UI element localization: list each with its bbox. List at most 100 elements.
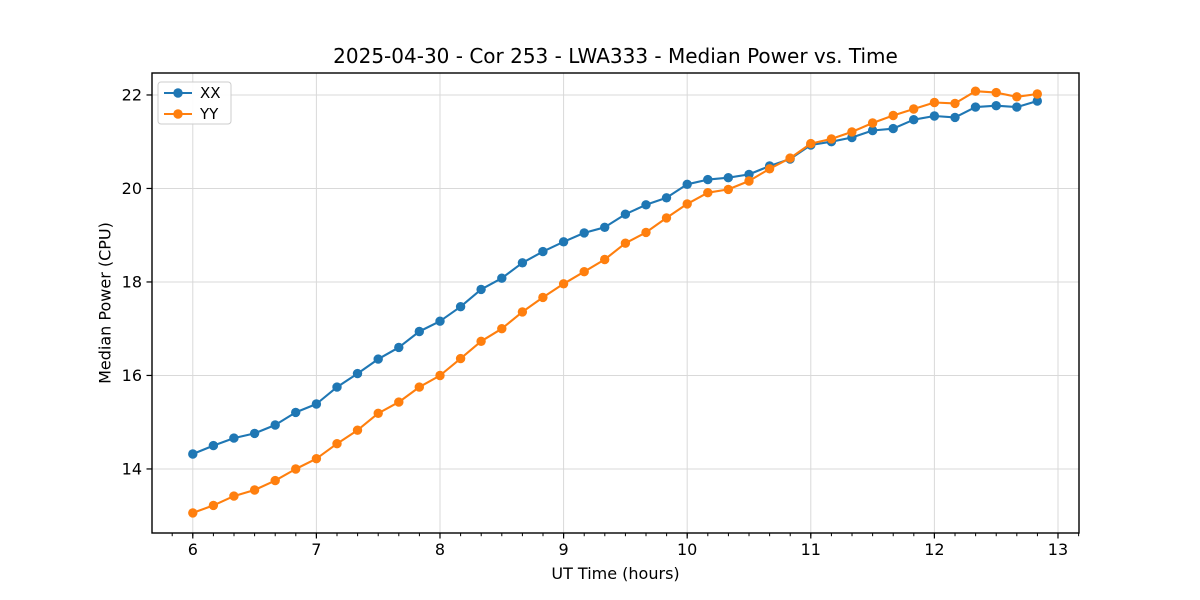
series-XX-marker <box>970 102 981 112</box>
x-axis: 6 7 8 9 10 11 12 13 <box>188 533 1068 559</box>
series-YY-marker <box>600 254 610 265</box>
series-YY-marker <box>723 184 733 195</box>
y-tick-label: 16 <box>122 366 142 385</box>
series-YY-marker <box>785 153 795 163</box>
x-tick-label: 8 <box>435 540 445 559</box>
series-XX-marker <box>394 342 404 353</box>
chart-title: 2025-04-30 - Cor 253 - LWA333 - Median P… <box>333 44 898 68</box>
x-axis-label: UT Time (hours) <box>551 564 680 583</box>
series-YY-marker <box>970 86 981 96</box>
series-YY-marker <box>414 382 424 392</box>
series-YY-marker <box>826 134 837 144</box>
series-YY-marker <box>291 464 301 474</box>
series-YY <box>188 86 1043 518</box>
series-YY-marker <box>661 213 672 223</box>
series-YY-marker <box>270 475 280 486</box>
series-XX-marker <box>249 428 260 439</box>
series-XX-marker <box>455 302 466 312</box>
series-YY-marker <box>229 491 239 501</box>
series-XX-marker <box>723 173 733 183</box>
series-YY-marker <box>455 353 466 364</box>
series-XX-marker <box>229 433 239 443</box>
x-tick-label: 7 <box>311 540 321 559</box>
series-YY-marker <box>867 118 878 128</box>
series-XX-marker <box>620 209 631 219</box>
series-XX-marker <box>497 273 507 283</box>
series-YY-marker <box>641 227 651 238</box>
series-XX-marker <box>579 228 589 238</box>
series-YY-marker <box>188 508 198 518</box>
series-YY-marker <box>311 454 322 464</box>
series-XX-marker <box>538 246 548 257</box>
x-tick-label: 12 <box>924 540 944 559</box>
series-YY-marker <box>764 164 775 174</box>
plot-border <box>151 72 1080 534</box>
series-YY-marker <box>1032 89 1043 99</box>
series-XX-marker <box>188 449 198 459</box>
series-XX-marker <box>558 237 569 247</box>
x-tick-label: 10 <box>677 540 697 559</box>
series-YY-marker <box>558 279 569 289</box>
series-XX-marker <box>311 399 322 409</box>
series-XX-marker <box>435 316 445 326</box>
legend-label: XX <box>200 84 221 102</box>
series-XX-marker <box>270 420 280 430</box>
series-XX-marker <box>1012 102 1022 112</box>
legend: XX YY <box>157 81 232 125</box>
series-YY-marker <box>332 439 342 449</box>
series-YY-marker <box>703 188 713 198</box>
series-YY-marker <box>435 370 445 381</box>
series-YY-marker <box>847 127 857 137</box>
series-YY-marker <box>1012 92 1022 102</box>
series-YY-marker <box>888 110 898 121</box>
x-tick-label: 6 <box>188 540 198 559</box>
series-XX-marker <box>909 115 919 125</box>
series-XX-marker <box>641 200 651 210</box>
plot-area <box>152 73 1079 533</box>
series-YY-marker <box>579 267 589 277</box>
series-YY-marker <box>950 98 960 109</box>
series-XX-marker <box>682 179 692 189</box>
series-YY-marker <box>744 176 754 186</box>
series-XX-marker <box>208 440 219 451</box>
series-YY-marker <box>806 138 816 149</box>
series-YY-marker <box>909 104 919 114</box>
series-YY-marker <box>620 238 631 248</box>
series-XX-marker <box>414 326 424 337</box>
x-tick-label: 9 <box>558 540 568 559</box>
series-XX-marker <box>517 258 528 268</box>
series-XX-marker <box>929 111 940 121</box>
y-tick-label: 14 <box>122 459 142 478</box>
y-tick-label: 22 <box>122 85 142 104</box>
series-XX-marker <box>744 169 754 180</box>
series-XX-marker <box>373 354 383 364</box>
series-XX-marker <box>476 284 486 295</box>
series-YY-marker <box>517 307 528 317</box>
series-YY-marker <box>476 336 486 346</box>
series-XX-marker <box>332 382 342 392</box>
x-tick-label: 11 <box>801 540 821 559</box>
series-XX-marker <box>291 407 301 418</box>
series-YY-marker <box>538 292 548 303</box>
series-XX-marker <box>867 125 878 136</box>
series-XX-marker <box>888 123 898 134</box>
series-YY-marker <box>991 87 1001 98</box>
series-YY-marker <box>373 408 383 418</box>
series-YY-marker <box>497 324 507 334</box>
series-XX-marker <box>703 174 713 185</box>
series-XX-marker <box>352 368 363 379</box>
y-axis-label: Median Power (CPU) <box>95 222 115 384</box>
y-tick-label: 20 <box>122 179 142 198</box>
series-XX-marker <box>1032 96 1043 106</box>
y-tick-label: 18 <box>122 272 142 291</box>
series-YY-marker <box>352 425 363 435</box>
series-XX-marker <box>991 101 1001 111</box>
series-XX-marker <box>950 112 960 123</box>
series-XX-marker <box>600 222 610 232</box>
series-YY-marker <box>394 397 404 407</box>
y-axis: 14 16 18 20 22 <box>122 85 152 478</box>
legend-sample-marker <box>173 88 183 98</box>
series-YY-marker <box>249 485 260 495</box>
series-XX-marker <box>661 193 672 203</box>
